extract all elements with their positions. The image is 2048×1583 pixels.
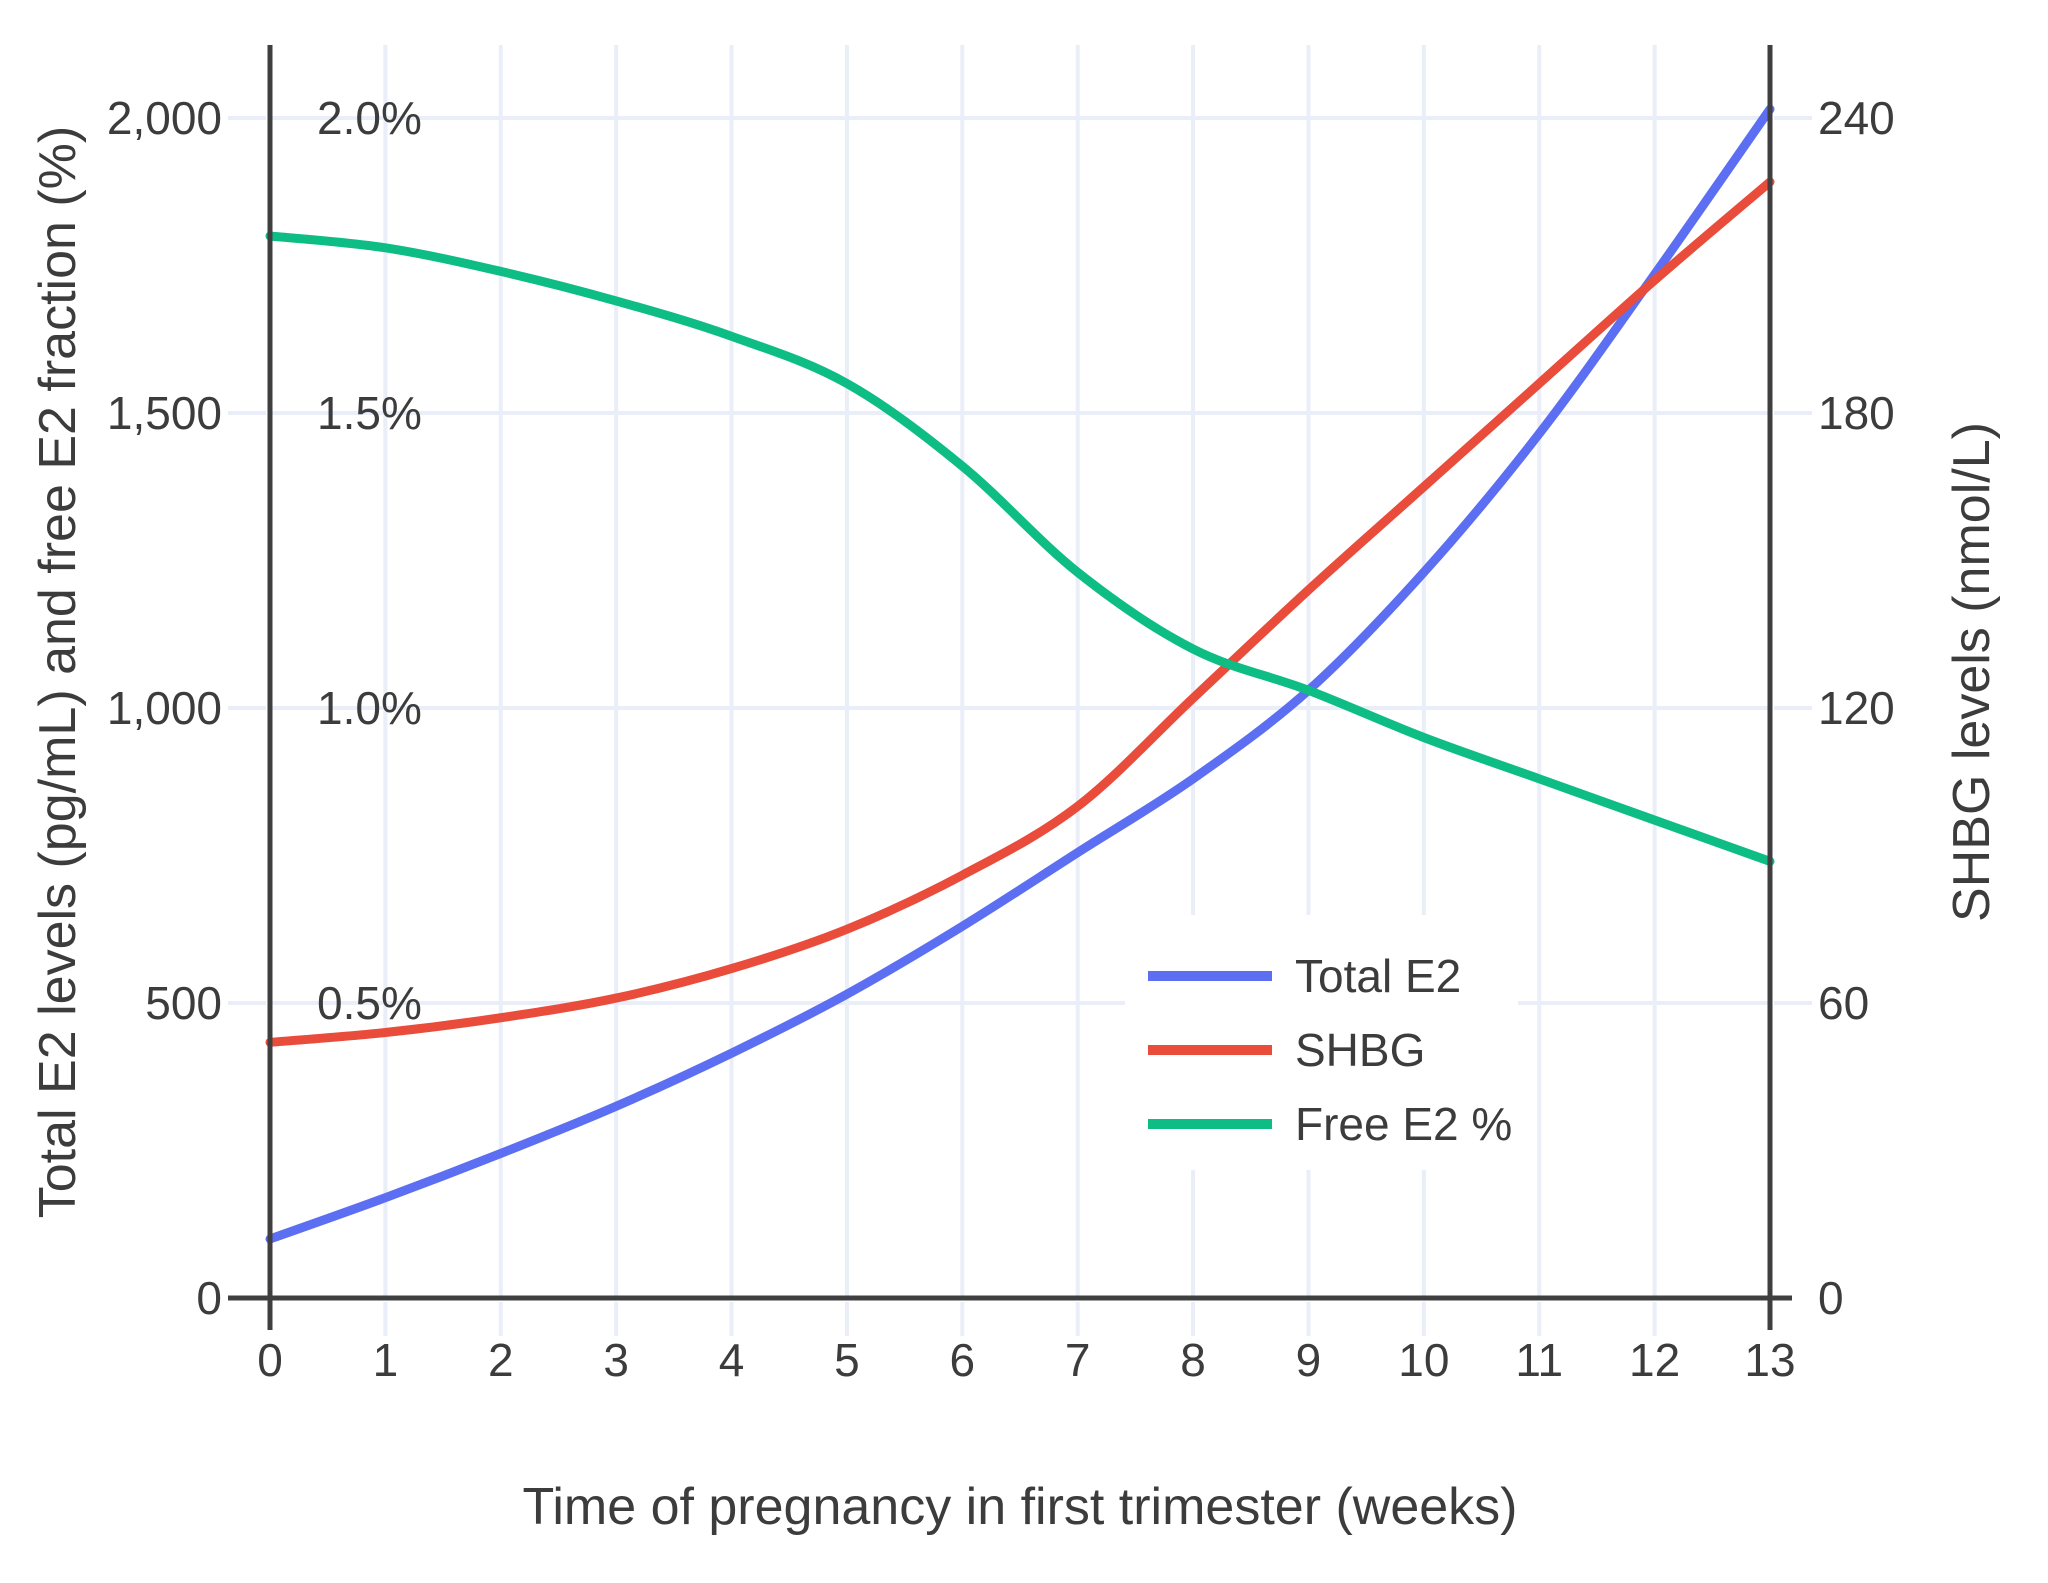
- left-tick-label: 500: [145, 977, 222, 1029]
- legend: Total E2 SHBG Free E2 %: [1125, 915, 1518, 1170]
- left-tick-label: 1,000: [107, 682, 222, 734]
- x-tick-label: 0: [257, 1334, 283, 1386]
- x-tick-label: 7: [1065, 1334, 1091, 1386]
- x-tick-label: 4: [719, 1334, 745, 1386]
- legend-item-total-e2[interactable]: Total E2: [1125, 953, 1461, 999]
- series-line-total-e2: [265, 104, 1775, 1244]
- right-tick-label: 60: [1818, 977, 1869, 1029]
- x-tick-label: 11: [1515, 1334, 1563, 1386]
- left-tick-label: 1,500: [107, 387, 222, 439]
- series-line-free-e2-: [265, 231, 1775, 866]
- x-tick-label: 13: [1744, 1334, 1795, 1386]
- legend-swatch-total-e2: [1148, 971, 1272, 981]
- x-tick-label: 6: [950, 1334, 976, 1386]
- legend-item-free-e2[interactable]: Free E2 %: [1125, 1101, 1512, 1147]
- left-tick-label: 0: [196, 1272, 222, 1324]
- x-tick-label: 8: [1180, 1334, 1206, 1386]
- legend-label-total-e2: Total E2: [1295, 950, 1462, 1002]
- x-tick-label: 5: [834, 1334, 860, 1386]
- gridlines: [270, 45, 1770, 1298]
- x-tick-label: 2: [488, 1334, 514, 1386]
- x-tick-label: 12: [1629, 1334, 1680, 1386]
- left-tick-label: 2,000: [107, 92, 222, 144]
- right-y-axis-title: SHBG levels (nmol/L): [1943, 422, 2001, 922]
- right-tick-label: 120: [1818, 682, 1895, 734]
- tick-marks: [228, 116, 1812, 1336]
- legend-item-shbg[interactable]: SHBG: [1125, 1027, 1425, 1073]
- fraction-annotation: 2.0%: [317, 92, 422, 144]
- x-tick-label: 10: [1398, 1334, 1449, 1386]
- x-tick-label: 3: [603, 1334, 629, 1386]
- axis-lines: [228, 45, 1792, 1330]
- right-tick-label: 180: [1818, 387, 1895, 439]
- right-tick-label: 0: [1818, 1272, 1844, 1324]
- x-tick-label: 1: [373, 1334, 399, 1386]
- x-axis-title: Time of pregnancy in first trimester (we…: [522, 1478, 1518, 1536]
- fraction-annotation: 1.0%: [317, 682, 422, 734]
- legend-swatch-free-e2: [1148, 1119, 1272, 1129]
- x-tick-label: 9: [1296, 1334, 1322, 1386]
- fraction-annotation: 1.5%: [317, 387, 422, 439]
- left-y-axis-title: Total E2 levels (pg/mL) and free E2 frac…: [29, 125, 87, 1219]
- legend-label-free-e2: Free E2 %: [1295, 1098, 1513, 1150]
- legend-swatch-shbg: [1148, 1045, 1272, 1055]
- series-lines: [265, 104, 1775, 1244]
- series-line-shbg: [265, 177, 1775, 1047]
- legend-label-shbg: SHBG: [1295, 1024, 1426, 1076]
- right-tick-label: 240: [1818, 92, 1895, 144]
- fraction-annotation: 0.5%: [317, 977, 422, 1029]
